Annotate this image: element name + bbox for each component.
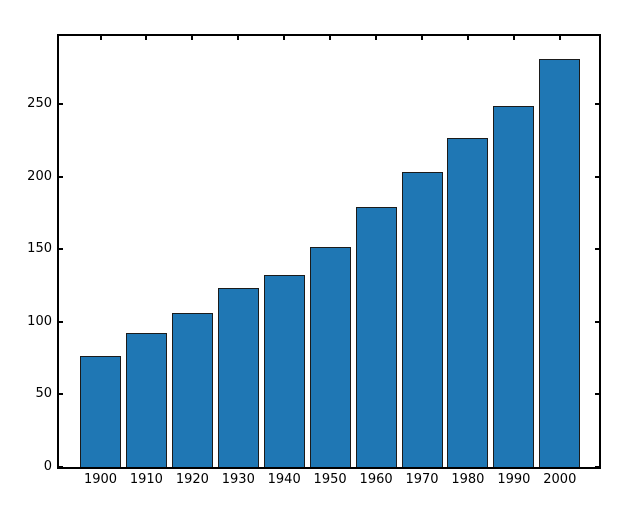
bar	[80, 356, 121, 467]
y-tick-label: 200	[27, 168, 52, 184]
x-tick-label: 1970	[405, 472, 439, 487]
x-tick-label: 1940	[267, 472, 301, 487]
bar	[355, 206, 397, 467]
x-tick-mark-top	[375, 36, 378, 40]
x-tick-label: 1960	[359, 472, 393, 487]
x-tick-label: 1990	[497, 472, 531, 487]
x-tick-label: 1920	[175, 472, 209, 487]
plot-area	[57, 34, 601, 469]
x-tick-mark-top	[283, 36, 286, 40]
y-tick-label: 150	[27, 241, 52, 257]
bar	[493, 106, 535, 467]
y-tick-mark-right	[595, 393, 599, 396]
bar	[401, 172, 443, 467]
x-tick-mark-top	[237, 36, 240, 40]
bar	[125, 333, 167, 467]
y-tick-mark-right	[595, 248, 599, 251]
y-tick-mark-left	[59, 175, 63, 178]
y-tick-label: 0	[43, 459, 52, 474]
x-tick-label: 1950	[313, 472, 347, 487]
x-tick-mark-top	[329, 36, 332, 40]
y-tick-label: 50	[35, 386, 52, 402]
x-tick-mark-top	[558, 36, 561, 40]
y-tick-label: 250	[27, 96, 52, 112]
y-tick-label: 100	[27, 313, 52, 329]
x-tick-label: 1930	[221, 472, 255, 487]
x-tick-mark-top	[421, 36, 423, 40]
y-tick-mark-left	[59, 103, 63, 106]
bar	[263, 275, 305, 467]
y-tick-mark-left	[59, 393, 63, 396]
bar	[171, 313, 213, 467]
y-tick-mark-right	[595, 103, 599, 106]
x-tick-mark-top	[145, 36, 148, 40]
bar	[217, 288, 259, 467]
x-tick-label: 1980	[451, 472, 485, 487]
x-tick-mark-top	[191, 36, 194, 40]
x-tick-mark-top	[512, 36, 515, 40]
bar	[309, 247, 351, 467]
y-tick-mark-right	[595, 175, 599, 178]
bar	[539, 58, 581, 467]
y-tick-mark-left	[59, 466, 63, 468]
x-tick-label: 2000	[543, 472, 577, 487]
y-tick-mark-right	[595, 466, 599, 468]
x-tick-mark-top	[466, 36, 469, 40]
y-tick-mark-left	[59, 320, 63, 323]
bar	[447, 138, 489, 467]
x-tick-label: 1910	[129, 472, 163, 487]
y-tick-mark-right	[595, 320, 599, 323]
x-tick-mark-top	[99, 36, 102, 40]
x-tick-label: 1900	[83, 472, 118, 487]
y-tick-mark-left	[59, 248, 63, 251]
